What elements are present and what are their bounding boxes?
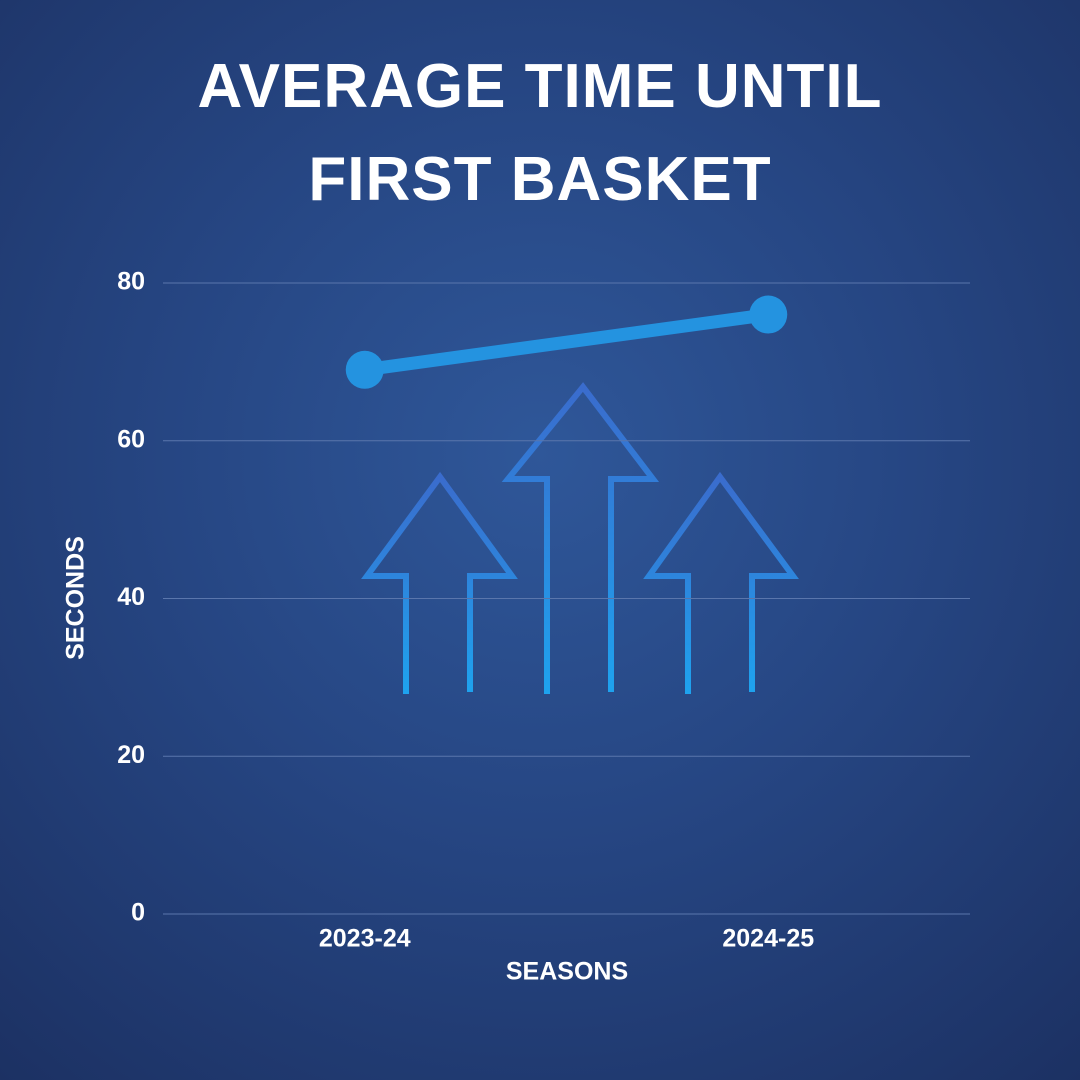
data-line bbox=[358, 308, 775, 377]
x-tick-label: 2024-25 bbox=[722, 925, 814, 953]
arrows-decoration bbox=[361, 382, 799, 694]
y-tick-label: 0 bbox=[131, 899, 145, 927]
y-axis-label: SECONDS bbox=[62, 536, 90, 660]
x-axis-label: SEASONS bbox=[506, 958, 628, 986]
data-point bbox=[345, 350, 384, 389]
chart-title: AVERAGE TIME UNTIL FIRST BASKET bbox=[197, 52, 883, 214]
y-tick-label: 80 bbox=[117, 268, 145, 296]
y-tick-label: 60 bbox=[117, 425, 145, 453]
data-point bbox=[749, 295, 788, 334]
y-tick-label: 20 bbox=[117, 741, 145, 769]
x-tick-label: 2023-24 bbox=[319, 925, 411, 953]
y-tick-label: 40 bbox=[117, 583, 145, 611]
